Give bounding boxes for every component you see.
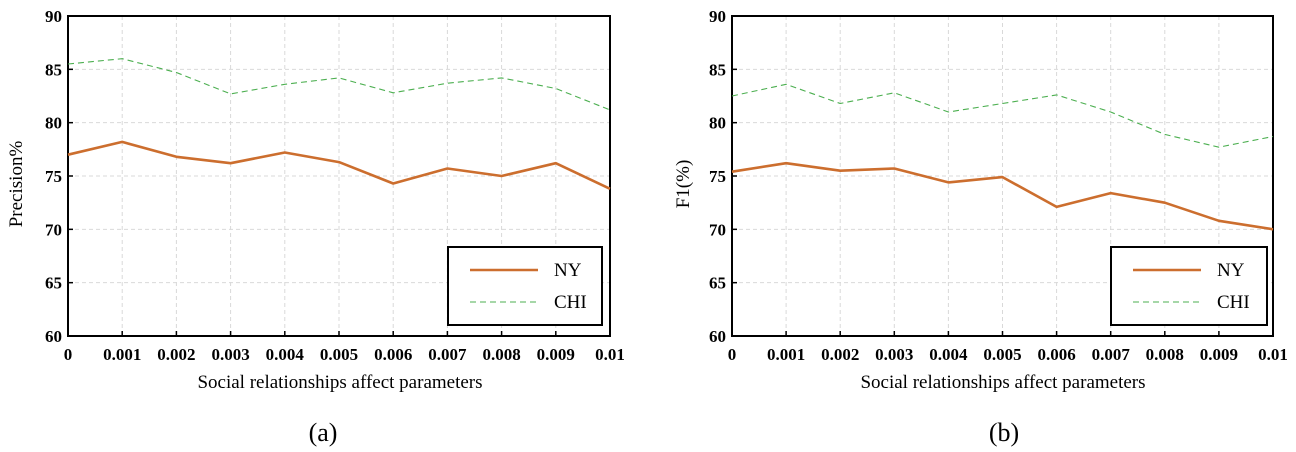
series-line-ny — [731, 161, 1274, 231]
x-tick-label: 0.006 — [1037, 345, 1075, 364]
chart-panel-a: 60 65 70 75 80 85 90 0 0.001 0.002 0.003 0.004 0.005… — [6, 7, 625, 447]
y-tick-label: 60 — [709, 327, 726, 346]
x-tick-label: 0.004 — [266, 345, 305, 364]
x-tick-label: 0.002 — [821, 345, 859, 364]
x-tick-label: 0.003 — [211, 345, 249, 364]
legend-label-chi: CHI — [554, 292, 587, 313]
x-tick-label: 0.008 — [482, 345, 520, 364]
y-tick-label: 80 — [709, 114, 726, 133]
x-tick-label: 0.001 — [767, 345, 805, 364]
legend-box — [1110, 246, 1268, 326]
series-line-chi — [67, 58, 611, 111]
x-tick-label: 0.01 — [595, 345, 625, 364]
x-axis-label: Social relationships affect parameters — [197, 372, 482, 393]
y-tick-label: 85 — [45, 60, 62, 79]
x-tick-label: 0.006 — [374, 345, 412, 364]
x-tick-label: 0.008 — [1146, 345, 1184, 364]
y-tick-label: 90 — [45, 7, 62, 26]
figure-caption: (b) — [989, 418, 1019, 447]
y-axis-label: F1(%) — [673, 160, 694, 209]
y-axis-label: Precision% — [6, 141, 27, 228]
y-tick-label: 70 — [45, 220, 62, 239]
x-tick-label: 0.01 — [1258, 345, 1288, 364]
x-tick-label: 0.005 — [983, 345, 1021, 364]
legend-label-chi: CHI — [1217, 292, 1250, 313]
figure-caption: (a) — [309, 418, 338, 447]
series-line-chi — [731, 83, 1274, 148]
y-tick-label: 90 — [709, 7, 726, 26]
y-tick-label: 70 — [709, 220, 726, 239]
x-tick-label: 0 — [728, 345, 737, 364]
x-tick-label: 0.009 — [537, 345, 575, 364]
legend: NY CHI — [1110, 246, 1268, 326]
x-tick-label: 0.007 — [428, 345, 467, 364]
x-tick-label: 0.009 — [1200, 345, 1238, 364]
legend: NY CHI — [447, 246, 603, 326]
chart-panel-b: 60 65 70 75 80 85 90 0 0.001 0.002 0.003 0.004 0.005… — [673, 7, 1288, 447]
y-tick-label: 80 — [45, 114, 62, 133]
series-line-ny — [67, 140, 611, 190]
legend-label-ny: NY — [554, 260, 582, 281]
x-tick-label: 0.001 — [103, 345, 141, 364]
x-tick-label: 0.005 — [320, 345, 358, 364]
x-tick-label: 0.007 — [1092, 345, 1131, 364]
y-tick-label: 60 — [45, 327, 62, 346]
x-tick-label: 0.002 — [157, 345, 195, 364]
x-tick-label: 0 — [64, 345, 73, 364]
legend-box — [447, 246, 603, 326]
x-axis-label: Social relationships affect parameters — [860, 372, 1145, 393]
y-tick-label: 75 — [45, 167, 62, 186]
y-tick-label: 75 — [709, 167, 726, 186]
legend-label-ny: NY — [1217, 260, 1245, 281]
x-tick-label: 0.004 — [929, 345, 968, 364]
x-tick-label: 0.003 — [875, 345, 913, 364]
y-tick-label: 65 — [709, 274, 726, 293]
y-tick-label: 65 — [45, 274, 62, 293]
y-tick-label: 85 — [709, 60, 726, 79]
